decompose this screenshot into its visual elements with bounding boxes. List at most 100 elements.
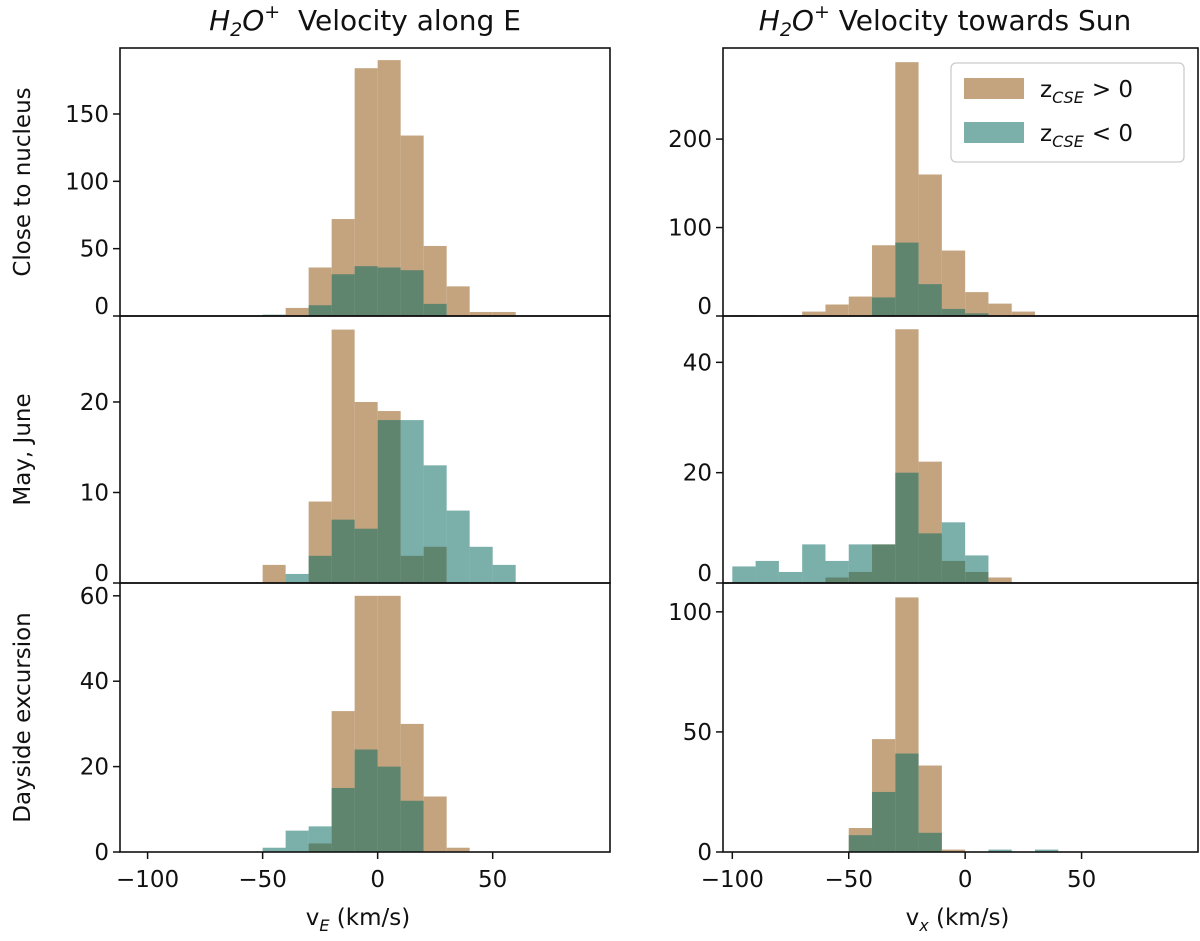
bar-positive	[988, 577, 1012, 583]
row-label-1: May, June	[10, 393, 36, 505]
bar-positive	[423, 796, 447, 852]
bar-negative	[400, 800, 424, 852]
y-tick-label: 200	[668, 127, 712, 153]
bar-negative	[918, 533, 942, 583]
x-axis-label-1: vx (km/s)	[906, 905, 1010, 935]
legend-swatch-negative	[964, 122, 1024, 143]
y-tick-label: 10	[80, 480, 109, 506]
bar-negative	[285, 573, 309, 583]
axes-frame	[722, 582, 1199, 853]
bar-negative	[872, 544, 896, 583]
panel-r0-c0: 0 50 100 150	[65, 47, 611, 320]
y-tick-label: 0	[94, 561, 109, 587]
legend-rel: < 0	[1092, 121, 1133, 147]
bar-positive	[918, 174, 942, 316]
panel-r2-c1: 0 50 100 −100 −50 0 50	[668, 582, 1199, 893]
xlabel-sub: E	[319, 916, 330, 935]
y-tick-label: 150	[65, 102, 109, 128]
xlabel-main: v	[906, 905, 920, 931]
bar-positive	[941, 849, 966, 852]
bar-positive	[446, 286, 470, 316]
bar-negative	[331, 787, 355, 852]
bar-negative	[1035, 849, 1059, 852]
title-part: +	[264, 1, 280, 23]
bar-negative	[732, 566, 756, 583]
bar-positive	[988, 303, 1012, 316]
y-tick-label: 20	[683, 461, 712, 487]
panel-r0-c1: 0 100 200	[668, 47, 1199, 320]
legend-rel: > 0	[1092, 77, 1133, 103]
x-tick-label: 0	[370, 867, 385, 893]
title-part: 2	[780, 19, 792, 41]
title-part: Velocity towards Sun	[830, 4, 1131, 37]
bar-negative	[825, 560, 849, 583]
bar-negative	[988, 849, 1012, 852]
y-tick-label: 50	[683, 720, 712, 746]
xlabel-rest: (km/s)	[929, 905, 1010, 931]
bar-negative	[918, 832, 942, 852]
legend-sub: CSE	[1052, 132, 1085, 151]
column-title-1: H2O+ Velocity towards Sun	[759, 1, 1131, 41]
bar-positive	[492, 311, 516, 316]
bar-positive	[285, 307, 309, 316]
legend-swatch-positive	[964, 78, 1024, 99]
bar-positive	[423, 245, 447, 316]
bar-positive	[965, 292, 989, 316]
x-tick-label: 0	[958, 867, 973, 893]
bar-negative	[308, 826, 332, 852]
bar-negative	[423, 303, 447, 316]
y-tick-label: 100	[668, 600, 712, 626]
xlabel-rest: (km/s)	[330, 905, 411, 931]
bar-negative	[469, 546, 493, 583]
x-axis-label-0: vE (km/s)	[306, 905, 410, 935]
legend-sub: CSE	[1052, 88, 1085, 107]
bar-negative	[423, 465, 447, 583]
y-tick-label: 50	[80, 237, 109, 263]
bar-negative	[400, 270, 424, 316]
bar-negative	[755, 560, 779, 583]
column-title-0: H2O+ Velocity along E	[209, 1, 521, 41]
y-tick-label: 0	[697, 294, 712, 320]
legend-main: z	[1040, 121, 1052, 147]
title-part: H	[759, 4, 780, 37]
bar-positive	[825, 304, 849, 316]
y-tick-label: 20	[80, 390, 109, 416]
bar-negative	[331, 519, 355, 583]
y-tick-label: 60	[80, 584, 109, 610]
x-tick-label: −100	[116, 867, 179, 893]
bar-negative	[331, 274, 355, 316]
bar-negative	[802, 544, 826, 583]
bar-negative	[895, 472, 919, 583]
bar-positive	[446, 847, 470, 852]
bar-positive	[377, 60, 401, 316]
bar-negative	[354, 749, 378, 852]
bar-positive	[848, 296, 873, 316]
bar-negative	[872, 791, 896, 852]
bar-negative	[872, 297, 896, 316]
x-tick-label: 50	[1067, 867, 1096, 893]
y-tick-label: 40	[683, 350, 712, 376]
bar-negative	[918, 284, 942, 316]
bar-negative	[354, 266, 378, 316]
bar-positive	[918, 765, 942, 852]
bar-negative	[308, 305, 332, 316]
legend-label-positive: zCSE > 0	[1040, 77, 1133, 107]
bar-positive	[354, 68, 378, 316]
bar-negative	[262, 847, 286, 852]
title-part: Velocity along E	[280, 4, 521, 37]
xlabel-sub: x	[918, 916, 929, 935]
bar-negative	[446, 510, 470, 583]
y-tick-label: 0	[94, 840, 109, 866]
bar-negative	[895, 242, 919, 316]
bar-negative	[941, 308, 966, 316]
row-label-0: Close to nucleus	[10, 87, 36, 276]
legend-label-negative: zCSE < 0	[1040, 121, 1133, 151]
bar-negative	[377, 766, 401, 852]
title-part: 2	[230, 19, 242, 41]
legend-main: z	[1040, 77, 1052, 103]
bar-negative	[492, 564, 516, 583]
panel-r2-c0: 0 20 40 60 −100 −50 0 50	[80, 582, 611, 893]
bar-negative	[965, 555, 989, 583]
bar-positive	[469, 311, 493, 316]
